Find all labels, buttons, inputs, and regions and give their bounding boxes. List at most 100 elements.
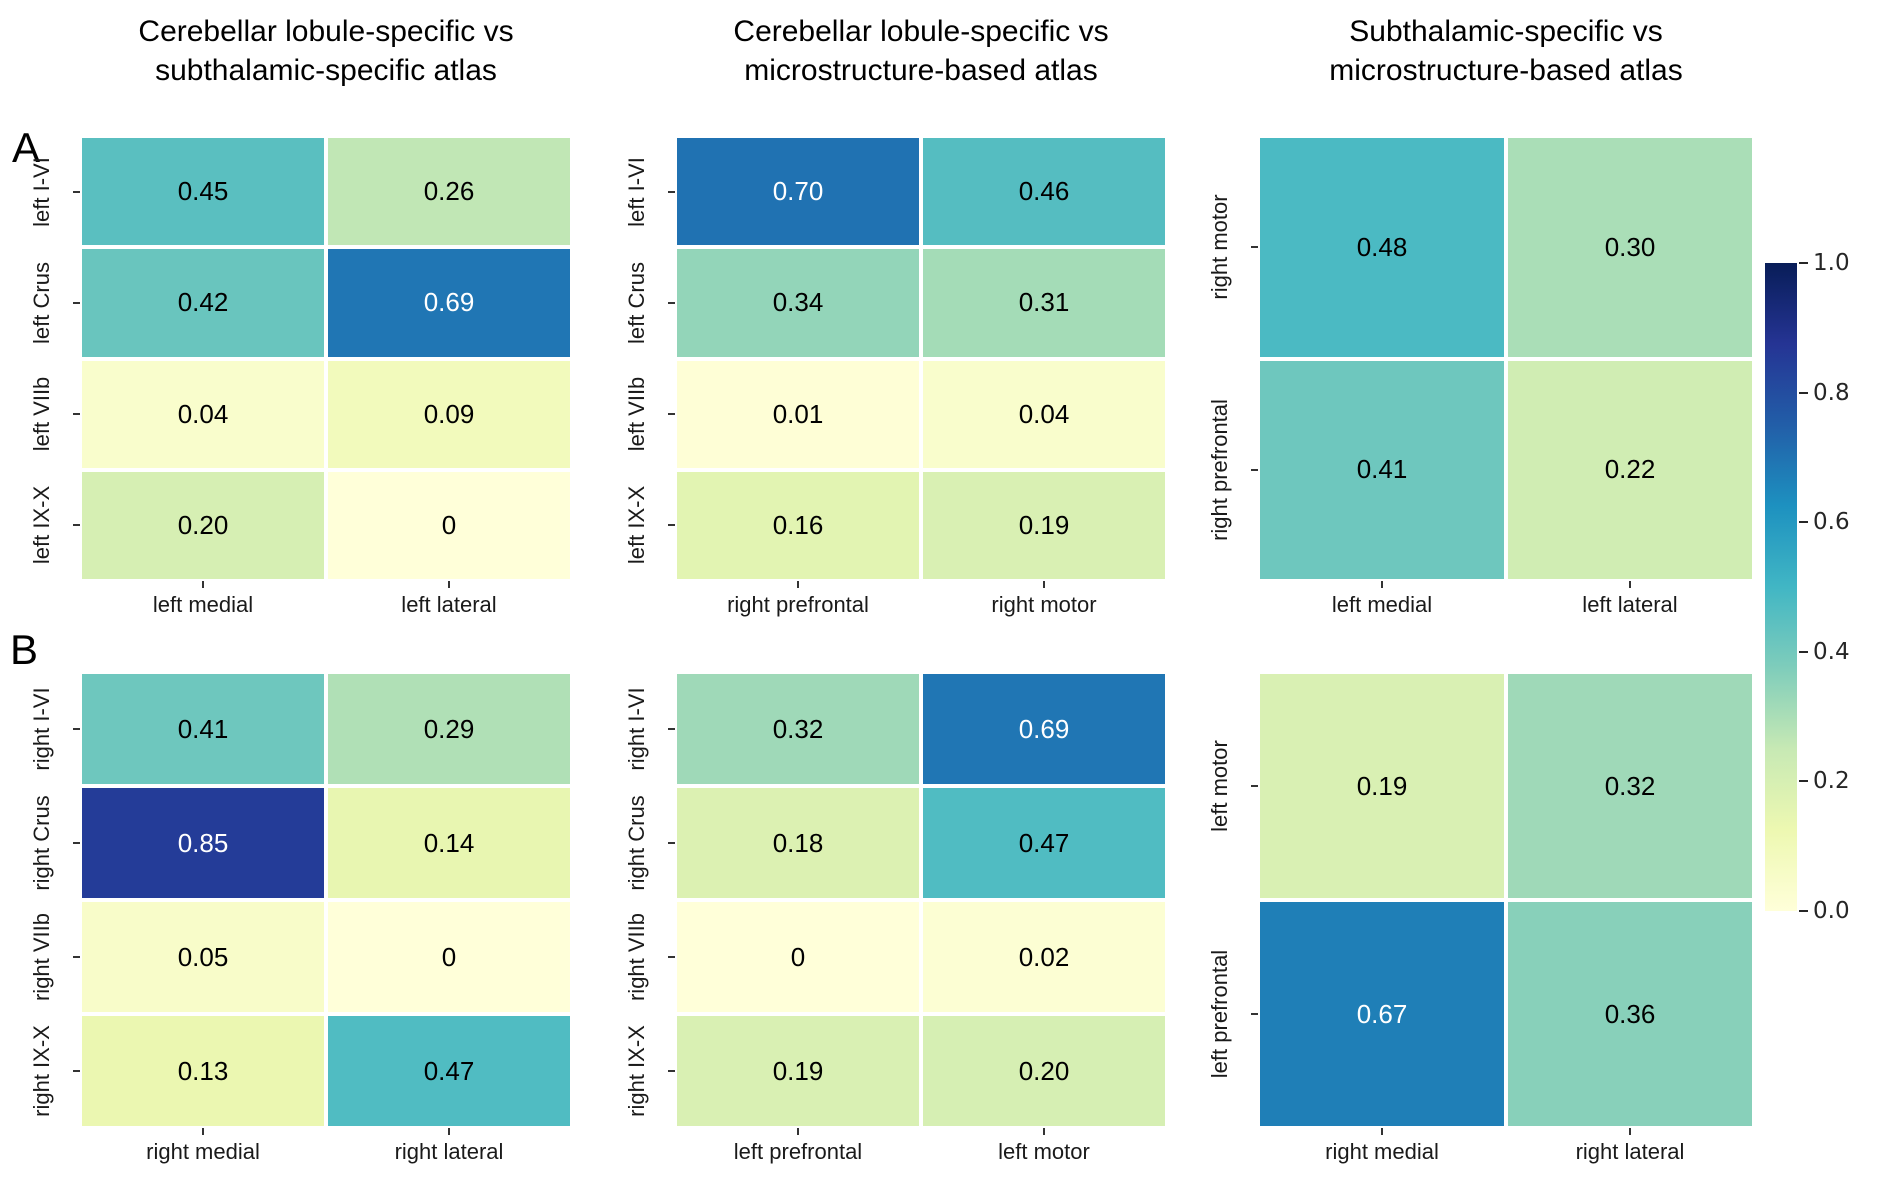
y-tick-mark <box>668 301 675 304</box>
y-axis-label: right I-VI <box>624 687 649 771</box>
y-tick-mark <box>1251 1013 1258 1015</box>
y-axis-label: right IX-X <box>29 1025 54 1117</box>
colorbar-tick-mark <box>1799 521 1808 524</box>
x-tick-mark <box>1381 1128 1383 1135</box>
heatmap-cell: 0 <box>328 902 570 1012</box>
heatmap-cell: 0 <box>328 471 570 579</box>
colorbar-tick-mark <box>1799 262 1808 264</box>
heatmap-cell: 0.31 <box>923 249 1165 357</box>
x-axis-label: left lateral <box>401 592 497 617</box>
x-axis-label: left motor <box>998 1139 1090 1164</box>
heatmap-cell: 0.14 <box>328 788 570 898</box>
heatmap-cell: 0.19 <box>1260 674 1504 898</box>
y-axis-label: left prefrontal <box>1207 949 1232 1079</box>
y-tick-mark <box>73 842 80 844</box>
x-tick-mark <box>1381 581 1383 588</box>
colorbar-tick-mark <box>1799 650 1808 653</box>
heatmap-cell: 0.32 <box>677 674 919 784</box>
heatmap-cell: 0.26 <box>328 138 570 246</box>
y-tick-mark <box>1251 468 1258 471</box>
column-title-2-line2: microstructure-based atlas <box>744 54 1098 87</box>
y-tick-mark <box>73 728 80 730</box>
column-title-3-line1: Subthalamic-specific vs <box>1349 15 1663 48</box>
y-axis-label: right VIIb <box>624 912 649 1002</box>
x-tick-mark <box>797 1128 799 1135</box>
colorbar-tick-label: 0.8 <box>1813 379 1850 406</box>
x-tick-mark <box>448 581 450 588</box>
y-axis-label: left Crus <box>624 261 649 344</box>
x-tick-mark <box>1629 1128 1631 1135</box>
heatmap-cell: 0.16 <box>677 471 919 579</box>
y-axis-label: left VIIb <box>624 376 649 452</box>
heatmap-cell: 0.20 <box>82 471 324 579</box>
heatmap-cell: 0.09 <box>328 360 570 468</box>
y-axis-label: left I-VI <box>624 156 649 227</box>
x-axis-label: left medial <box>1331 592 1433 617</box>
heatmap-cell: 0.70 <box>677 138 919 246</box>
heatmap-cell: 0.32 <box>1508 674 1752 898</box>
colorbar-tick-mark <box>1799 910 1808 912</box>
heatmap-cell: 0.36 <box>1508 902 1752 1126</box>
heatmap-cell: 0.85 <box>82 788 324 898</box>
y-tick-mark <box>73 190 80 193</box>
y-axis-label: right Crus <box>29 795 54 891</box>
heatmap-cell: 0.19 <box>923 471 1165 579</box>
x-axis-label: left lateral <box>1582 592 1678 617</box>
heatmap-cell: 0.69 <box>328 249 570 357</box>
heatmap-cell: 0.05 <box>82 902 324 1012</box>
heatmap-cell: 0.47 <box>923 788 1165 898</box>
y-tick-mark <box>668 413 675 416</box>
column-title-2: Cerebellar lobule-specific vs microstruc… <box>601 12 1241 90</box>
y-axis-label: right prefrontal <box>1207 398 1232 541</box>
x-tick-mark <box>1629 581 1631 588</box>
y-axis-label: right VIIb <box>29 912 54 1002</box>
heatmap-cell: 0.01 <box>677 360 919 468</box>
x-axis-label: right medial <box>146 1139 260 1164</box>
y-axis-label: left IX-X <box>29 486 54 565</box>
heatmap-cell: 0.22 <box>1508 360 1752 579</box>
x-axis-label: left medial <box>152 592 254 617</box>
x-tick-mark <box>202 581 204 588</box>
y-tick-mark <box>73 524 80 527</box>
y-axis-label: right IX-X <box>624 1025 649 1117</box>
y-axis-label: left IX-X <box>624 486 649 565</box>
heatmap-cell: 0.13 <box>82 1016 324 1126</box>
y-tick-mark <box>668 524 675 527</box>
y-tick-mark <box>668 728 675 730</box>
y-tick-mark <box>1251 246 1258 249</box>
y-axis-label: right I-VI <box>29 687 54 771</box>
column-title-1-line1: Cerebellar lobule-specific vs <box>138 15 514 48</box>
heatmap-cell: 0.48 <box>1260 138 1504 357</box>
heatmap-cell: 0.02 <box>923 902 1165 1012</box>
x-axis-label: right prefrontal <box>727 592 869 617</box>
y-axis-label: right motor <box>1207 194 1232 300</box>
colorbar-tick-mark <box>1799 391 1808 394</box>
x-axis-label: right medial <box>1325 1139 1439 1164</box>
column-title-1-line2: subthalamic-specific atlas <box>155 54 497 87</box>
colorbar-tick-label: 0.2 <box>1813 768 1850 795</box>
y-axis-label: left I-VI <box>29 156 54 227</box>
heatmap-cell: 0.04 <box>82 360 324 468</box>
heatmap-cell: 0 <box>677 902 919 1012</box>
colorbar-tick-mark <box>1799 780 1808 783</box>
y-tick-mark <box>1251 785 1258 787</box>
y-tick-mark <box>73 1070 80 1072</box>
x-axis-label: right lateral <box>394 1139 504 1164</box>
y-tick-mark <box>668 842 675 844</box>
panel-label-a: A <box>12 124 41 171</box>
heatmap-cell: 0.67 <box>1260 902 1504 1126</box>
y-tick-mark <box>73 301 80 304</box>
heatmap-cell: 0.30 <box>1508 138 1752 357</box>
colorbar-tick-label: 1.0 <box>1813 250 1850 276</box>
heatmap-cell: 0.42 <box>82 249 324 357</box>
heatmap-cell: 0.47 <box>328 1016 570 1126</box>
y-tick-mark <box>73 413 80 416</box>
heatmap-cell: 0.69 <box>923 674 1165 784</box>
column-title-1: Cerebellar lobule-specific vs subthalami… <box>6 12 646 90</box>
colorbar-gradient <box>1765 263 1797 911</box>
heatmap-cell: 0.18 <box>677 788 919 898</box>
y-axis-label: right Crus <box>624 795 649 891</box>
x-axis-label: right motor <box>991 592 1097 617</box>
y-axis-label: left motor <box>1207 740 1232 832</box>
